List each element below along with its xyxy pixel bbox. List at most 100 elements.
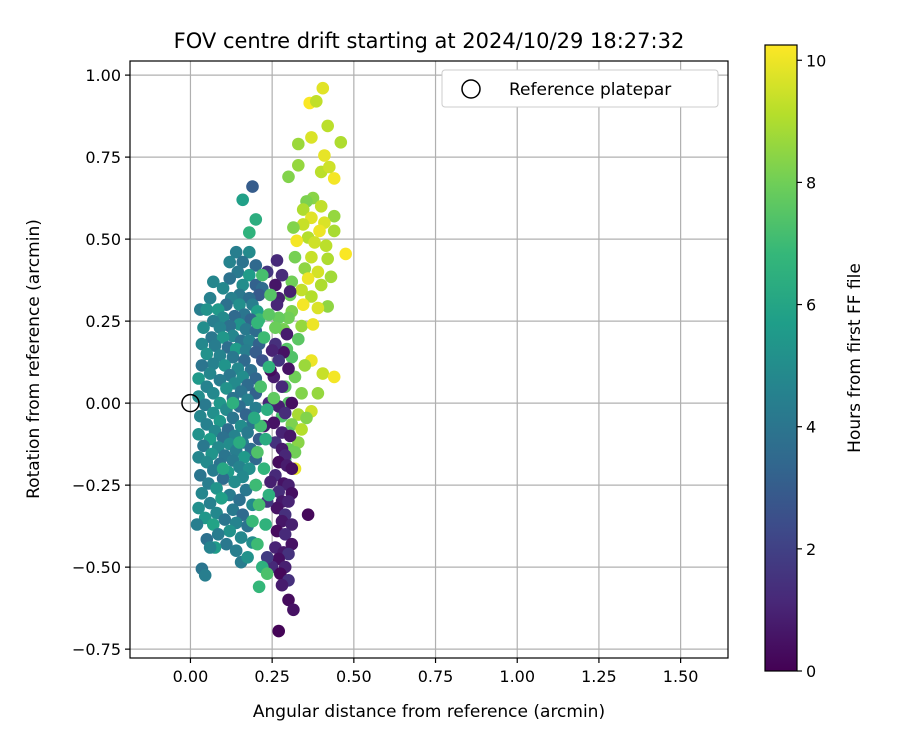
data-point (260, 403, 274, 417)
data-point (243, 334, 256, 348)
data-point (249, 478, 263, 492)
data-point (207, 464, 220, 477)
colorbar-tick-label: 10 (806, 51, 826, 70)
data-point (282, 311, 295, 325)
colorbar-tick-label: 0 (806, 662, 816, 681)
data-point (259, 518, 272, 531)
data-point (249, 259, 263, 272)
data-point (215, 492, 228, 505)
data-point (236, 193, 249, 207)
data-point (194, 469, 207, 482)
data-point (283, 285, 297, 298)
data-point (223, 319, 236, 333)
data-point (262, 308, 276, 321)
data-point (298, 359, 312, 372)
x-tick-label: 1.00 (499, 667, 535, 686)
data-point (323, 160, 336, 174)
x-tick-label: 1.25 (581, 667, 617, 686)
data-point (233, 493, 246, 507)
data-point (265, 344, 279, 357)
data-point (283, 429, 297, 443)
data-point (324, 270, 338, 284)
data-point (278, 528, 292, 541)
plot-frame (129, 60, 729, 659)
data-point (241, 426, 254, 439)
data-point (288, 446, 302, 459)
data-point (198, 569, 212, 582)
data-point (195, 337, 209, 351)
data-point (262, 488, 276, 502)
data-point (267, 416, 281, 430)
data-point (216, 472, 230, 485)
data-point (305, 290, 318, 303)
data-point (270, 254, 284, 267)
y-axis-ticks: −0.75 −0.50 −0.25 0.00 0.25 0.50 0.75 1.00 (72, 66, 130, 659)
data-point (195, 487, 209, 500)
data-point (285, 275, 299, 289)
data-point (251, 446, 264, 459)
data-point (311, 265, 325, 279)
data-point (239, 483, 253, 497)
data-point (272, 624, 286, 638)
colorbar-label: Hours from first FF file (845, 263, 865, 453)
x-tick-label: 0.75 (418, 667, 454, 686)
data-point (296, 218, 310, 231)
data-point (190, 518, 204, 531)
data-point (318, 149, 331, 162)
data-point (203, 541, 217, 554)
data-point (305, 131, 318, 144)
data-point (275, 268, 289, 282)
y-tick-label: 1.00 (85, 66, 121, 85)
reference-platepar-marker (181, 393, 200, 413)
data-point (321, 119, 335, 133)
data-point (246, 180, 259, 193)
data-point (285, 462, 299, 476)
data-point (251, 316, 264, 330)
colorbar (764, 44, 798, 672)
data-point (192, 372, 205, 385)
data-point (207, 275, 220, 289)
data-point (233, 460, 246, 474)
data-point (272, 354, 286, 367)
colorbar-tick-label: 2 (806, 540, 816, 559)
data-point (200, 347, 214, 361)
gridlines (130, 61, 728, 658)
x-tick-label: 0.50 (336, 667, 372, 686)
data-point (311, 387, 325, 400)
data-point (208, 339, 222, 353)
colorbar-tick-label: 4 (806, 418, 816, 437)
data-point (260, 551, 274, 564)
data-point (260, 567, 274, 580)
data-point (270, 298, 284, 312)
colorbar-tick-label: 8 (806, 173, 816, 192)
data-point (254, 380, 267, 394)
data-point (313, 224, 326, 238)
data-point (251, 537, 264, 551)
data-point (223, 255, 236, 269)
x-axis-ticks: 0.00 0.25 0.50 0.75 1.00 1.25 1.50 (173, 658, 698, 686)
data-point (321, 252, 335, 266)
data-point (195, 359, 209, 372)
data-point (239, 344, 253, 357)
data-point (238, 451, 251, 464)
legend-label-reference: Reference platepar (509, 80, 671, 100)
legend-marker-reference (461, 79, 481, 99)
y-tick-label: 0.75 (85, 148, 121, 167)
data-point (272, 311, 286, 325)
y-tick-label: −0.50 (72, 558, 121, 577)
data-point (192, 501, 205, 515)
data-point (203, 291, 217, 305)
colorbar-tick-label: 6 (806, 296, 816, 315)
x-axis-label: Angular distance from reference (arcmin) (253, 702, 605, 722)
data-point (316, 81, 330, 95)
data-point (229, 245, 243, 259)
data-point (249, 401, 263, 415)
data-point (316, 367, 330, 380)
data-point (252, 498, 266, 512)
legend: Reference platepar (441, 69, 719, 108)
data-point (327, 209, 341, 223)
data-point (314, 278, 328, 292)
data-point (259, 432, 272, 446)
